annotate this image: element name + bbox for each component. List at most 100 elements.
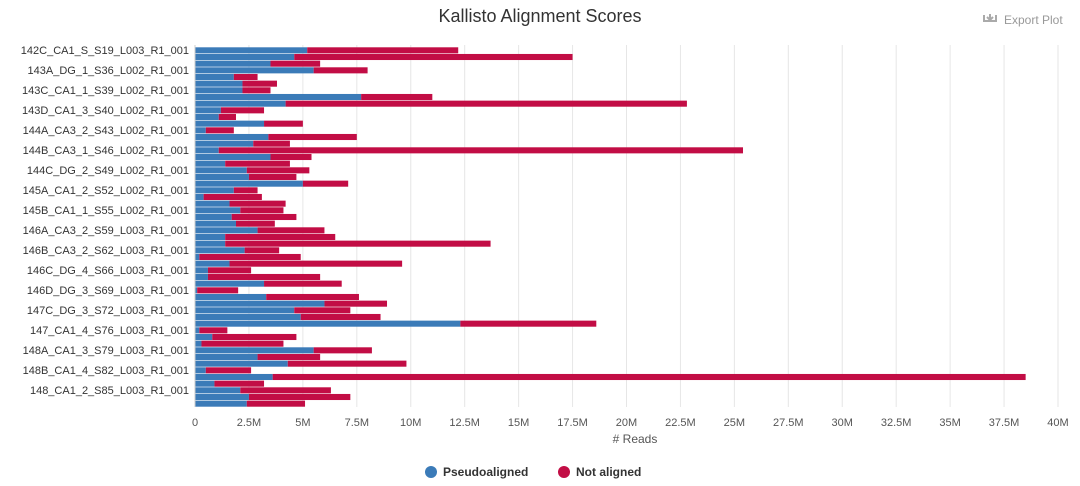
y-tick-label: 148_CA1_2_S85_L003_R1_001 [30, 385, 189, 397]
x-tick-label: 20M [616, 417, 637, 429]
bar-segment [294, 53, 573, 61]
bar-segment [324, 300, 388, 307]
bar-segment [195, 260, 230, 267]
x-tick-label: 25M [724, 417, 745, 429]
bar-segment [214, 380, 265, 387]
bar-segment [195, 327, 200, 334]
bar-segment [264, 280, 342, 287]
bar-segment [233, 73, 258, 81]
bar-segment [195, 353, 258, 361]
bar-segment [195, 127, 206, 134]
bar-segment [195, 120, 265, 127]
bar-segment [199, 327, 228, 334]
legend-label: Not aligned [576, 465, 641, 479]
bar-segment [225, 160, 290, 167]
bar-segment [225, 240, 491, 247]
x-tick-label: 15M [508, 417, 529, 429]
bar-segment [207, 273, 321, 281]
bar-segment [195, 340, 202, 347]
x-tick-label: 35M [939, 417, 960, 429]
x-tick-label: 17.5M [557, 417, 588, 429]
bar-segment [242, 80, 277, 87]
bar-segment [302, 180, 349, 187]
legend-label: Pseudoaligned [443, 465, 528, 479]
bar-segment [195, 67, 314, 74]
legend-marker [558, 466, 570, 478]
bar-segment [195, 373, 273, 381]
bar-segment [195, 133, 269, 141]
bar-segment [460, 320, 597, 327]
bar-segment [313, 67, 368, 74]
bar-segment [264, 120, 303, 127]
bar-segment [195, 347, 314, 354]
bar-segment [195, 300, 325, 307]
bar-segment [199, 253, 301, 261]
bar-segment [270, 60, 321, 67]
x-tick-label: 12.5M [449, 417, 480, 429]
y-tick-label: 146D_DG_3_S69_L003_R1_001 [27, 285, 189, 297]
bar-segment [242, 87, 271, 94]
export-button[interactable]: Export Plot [983, 13, 1063, 27]
y-tick-label: 148B_CA1_4_S82_L003_R1_001 [23, 365, 189, 377]
bar-segment [195, 273, 208, 281]
y-tick-label: 147_CA1_4_S76_L003_R1_001 [30, 325, 189, 337]
x-tick-label: 2.5M [237, 417, 261, 429]
y-tick-label: 146A_CA3_2_S59_L003_R1_001 [23, 225, 189, 237]
bar-segment [195, 387, 241, 394]
x-tick-label: 40M [1047, 417, 1068, 429]
y-tick-label: 143A_DG_1_S36_L002_R1_001 [28, 65, 189, 77]
bar-segment [225, 233, 336, 241]
bar-segment [195, 367, 206, 374]
x-axis-label: # Reads [613, 432, 658, 446]
y-tick-label: 142C_CA1_S_S19_L003_R1_001 [21, 45, 189, 57]
bar-segment [195, 100, 286, 107]
bar-segment [246, 400, 306, 407]
bar-segment [195, 400, 247, 407]
bar-segment [361, 93, 433, 101]
bar-segment [294, 307, 351, 314]
bar-segment [195, 60, 271, 67]
export-icon [983, 14, 997, 22]
bar-segment [195, 380, 215, 387]
y-tick-label: 145B_CA1_1_S55_L002_R1_001 [23, 205, 189, 217]
bar-segment [195, 180, 303, 187]
x-tick-label: 32.5M [881, 417, 912, 429]
bar-segment [205, 367, 252, 374]
y-tick-label: 146B_CA3_2_S62_L003_R1_001 [23, 245, 189, 257]
export-label[interactable]: Export Plot [1004, 13, 1063, 27]
bar-segment [195, 187, 234, 194]
x-tick-label: 22.5M [665, 417, 696, 429]
bar-segment [195, 87, 243, 94]
bar-segment [287, 360, 407, 367]
bar-segment [231, 213, 297, 221]
bar-segment [218, 113, 236, 121]
bar-segment [220, 107, 265, 114]
bar-segment [195, 280, 265, 287]
bar-segment [195, 47, 308, 54]
bar-segment [195, 253, 200, 261]
bar-segment [195, 293, 267, 301]
bar-segment [270, 153, 312, 161]
bar-segment [195, 73, 234, 81]
bar-segment [195, 333, 213, 341]
bar-segment [197, 287, 239, 294]
bar-segment [240, 207, 284, 214]
bar-segment [307, 47, 459, 54]
bar-segment [285, 100, 687, 107]
bar-segment [240, 387, 331, 394]
bar-segment [195, 80, 243, 87]
bar-segment [195, 393, 249, 401]
y-tick-label: 148A_CA1_3_S79_L003_R1_001 [23, 345, 189, 357]
bar-segment [195, 267, 208, 274]
bar-segment [253, 140, 290, 147]
bar-segment [218, 147, 744, 154]
bar-segment [195, 173, 249, 181]
bar-segment [201, 340, 284, 347]
legend-marker [425, 466, 437, 478]
bar-segment [195, 160, 226, 167]
x-tick-label: 7.5M [345, 417, 369, 429]
x-tick-label: 30M [832, 417, 853, 429]
bar-segment [203, 193, 262, 201]
y-tick-label: 143C_CA1_1_S39_L002_R1_001 [22, 85, 189, 97]
